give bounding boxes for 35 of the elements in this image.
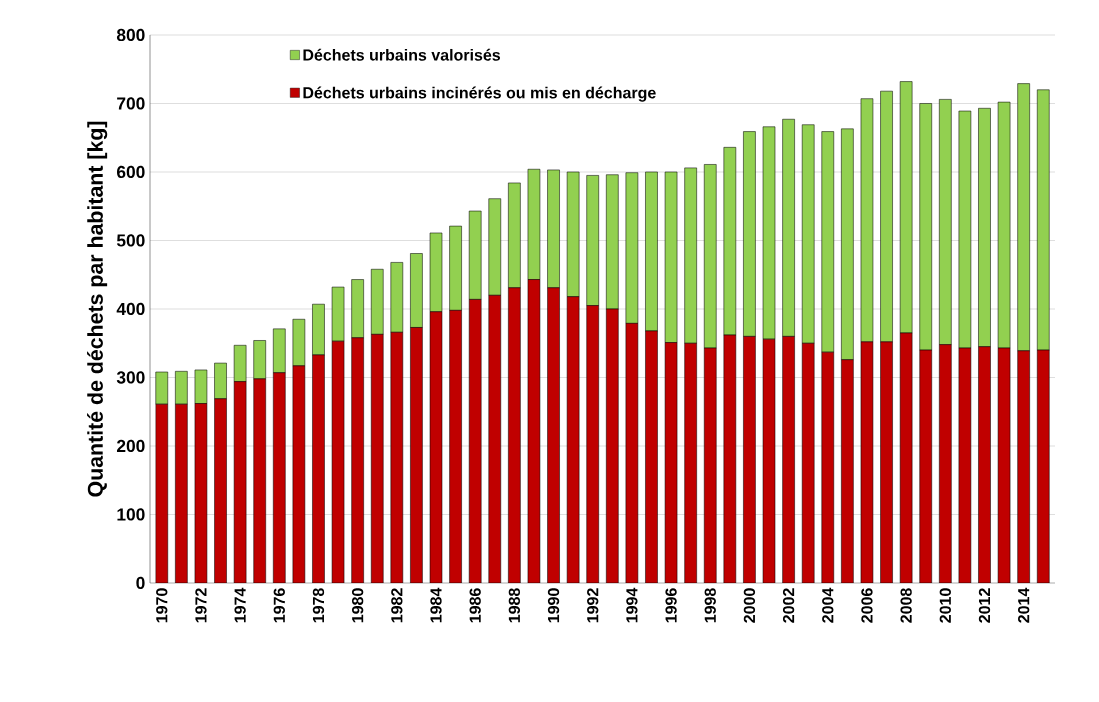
y-axis-title: Quantité de déchets par habitant [kg] bbox=[87, 121, 108, 497]
x-tick-label: 1992 bbox=[587, 588, 599, 623]
x-tick-label: 1974 bbox=[234, 587, 246, 623]
x-tick-label: 1988 bbox=[508, 588, 521, 623]
y-tick-label: 700 bbox=[117, 97, 145, 110]
x-tick-label: 2006 bbox=[861, 588, 873, 623]
x-tick-label: 2012 bbox=[978, 588, 991, 623]
x-tick-label: 2002 bbox=[782, 588, 795, 623]
x-tick-label: 2000 bbox=[743, 588, 756, 623]
x-tick-label: 1998 bbox=[704, 588, 716, 623]
x-tick-label: 1982 bbox=[391, 588, 403, 623]
x-tick-label: 2010 bbox=[939, 588, 951, 623]
x-tick-label: 1970 bbox=[156, 588, 168, 623]
x-tick-label: 1976 bbox=[273, 588, 285, 623]
x-tick-label: 1994 bbox=[626, 587, 638, 623]
x-tick-label: 1984 bbox=[430, 587, 442, 623]
y-tick-label: 500 bbox=[116, 234, 145, 247]
x-tick-label: 1978 bbox=[312, 588, 325, 623]
y-tick-label: 0 bbox=[136, 576, 145, 590]
x-tick-label: 1990 bbox=[547, 588, 560, 623]
x-tick-label: 2004 bbox=[822, 587, 834, 623]
y-tick-label: 300 bbox=[116, 371, 145, 384]
y-tick-label: 200 bbox=[116, 439, 145, 453]
x-tick-label: 1986 bbox=[469, 588, 481, 623]
y-tick-label: 800 bbox=[116, 28, 145, 42]
x-tick-label: 1972 bbox=[195, 588, 207, 623]
y-tick-label: 100 bbox=[117, 508, 145, 521]
x-tick-label: 1980 bbox=[351, 588, 364, 623]
legend-label: Déchets urbains valorisés bbox=[303, 48, 501, 61]
x-tick-label: 2014 bbox=[1018, 587, 1030, 623]
y-tick-label: 600 bbox=[117, 165, 145, 179]
x-tick-label: 1996 bbox=[665, 588, 677, 623]
x-tick-label: 2008 bbox=[900, 588, 912, 623]
y-tick-label: 400 bbox=[116, 302, 145, 316]
legend-label: Déchets urbains incinérés ou mis en décharge bbox=[303, 86, 656, 102]
